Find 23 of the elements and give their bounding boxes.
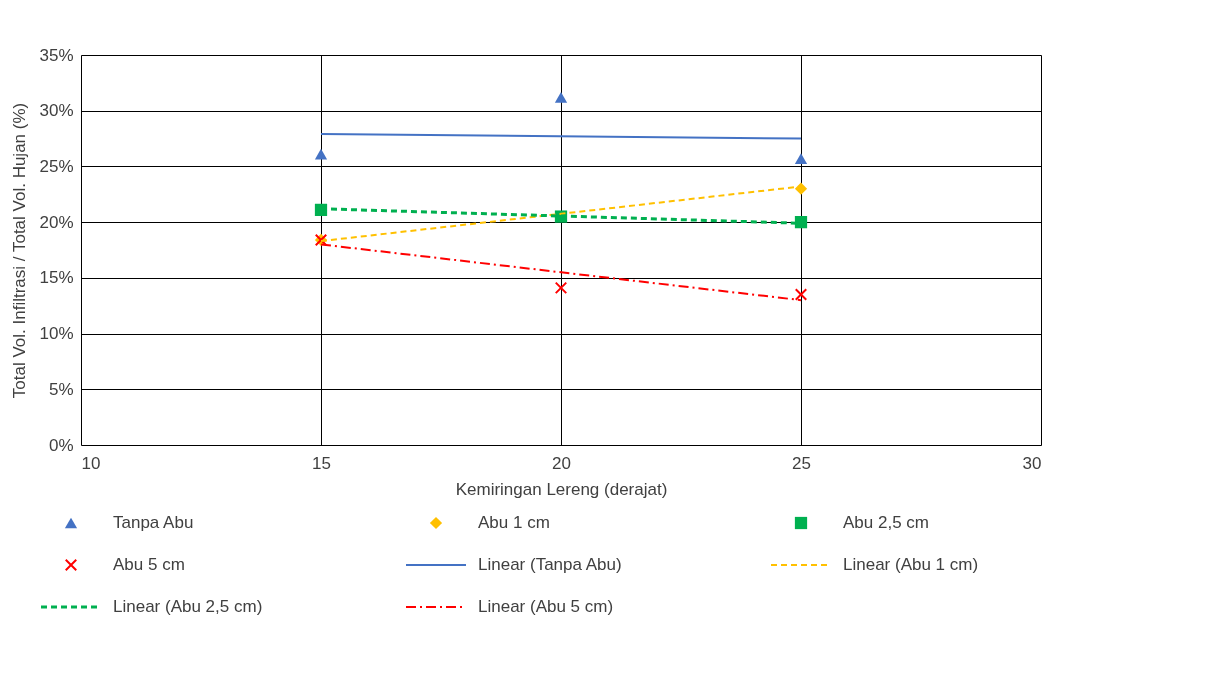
legend-label: Linear (Abu 2,5 cm) bbox=[113, 597, 263, 616]
x-axis-title: Kemiringan Lereng (derajat) bbox=[455, 479, 668, 499]
y-axis-title: Total Vol. Infiltrasi / Total Vol. Hujan (%) bbox=[10, 102, 30, 399]
y-tick-label: 5% bbox=[48, 379, 74, 399]
legend-label: Linear (Tanpa Abu) bbox=[478, 555, 622, 574]
x-tick-label: 20 bbox=[552, 453, 571, 473]
legend-label: Linear (Abu 5 cm) bbox=[478, 597, 614, 616]
legend-label: Abu 1 cm bbox=[478, 513, 550, 532]
y-tick-label: 0% bbox=[48, 435, 74, 455]
x-tick-label: 10 bbox=[81, 453, 101, 473]
x-tick-label: 15 bbox=[312, 453, 331, 473]
legend-label: Abu 5 cm bbox=[113, 555, 185, 574]
x-tick-label: 30 bbox=[1022, 453, 1042, 473]
legend-label: Abu 2,5 cm bbox=[843, 513, 929, 532]
y-tick-label: 20% bbox=[39, 212, 74, 232]
y-tick-label: 15% bbox=[39, 268, 74, 288]
y-tick-label: 10% bbox=[39, 324, 74, 344]
y-tick-label: 25% bbox=[39, 156, 74, 176]
x-tick-label: 25 bbox=[792, 453, 811, 473]
legend-label: Linear (Abu 1 cm) bbox=[843, 555, 979, 574]
y-tick-label: 30% bbox=[39, 101, 74, 121]
y-tick-label: 35% bbox=[39, 45, 74, 65]
legend-label: Tanpa Abu bbox=[113, 513, 194, 532]
